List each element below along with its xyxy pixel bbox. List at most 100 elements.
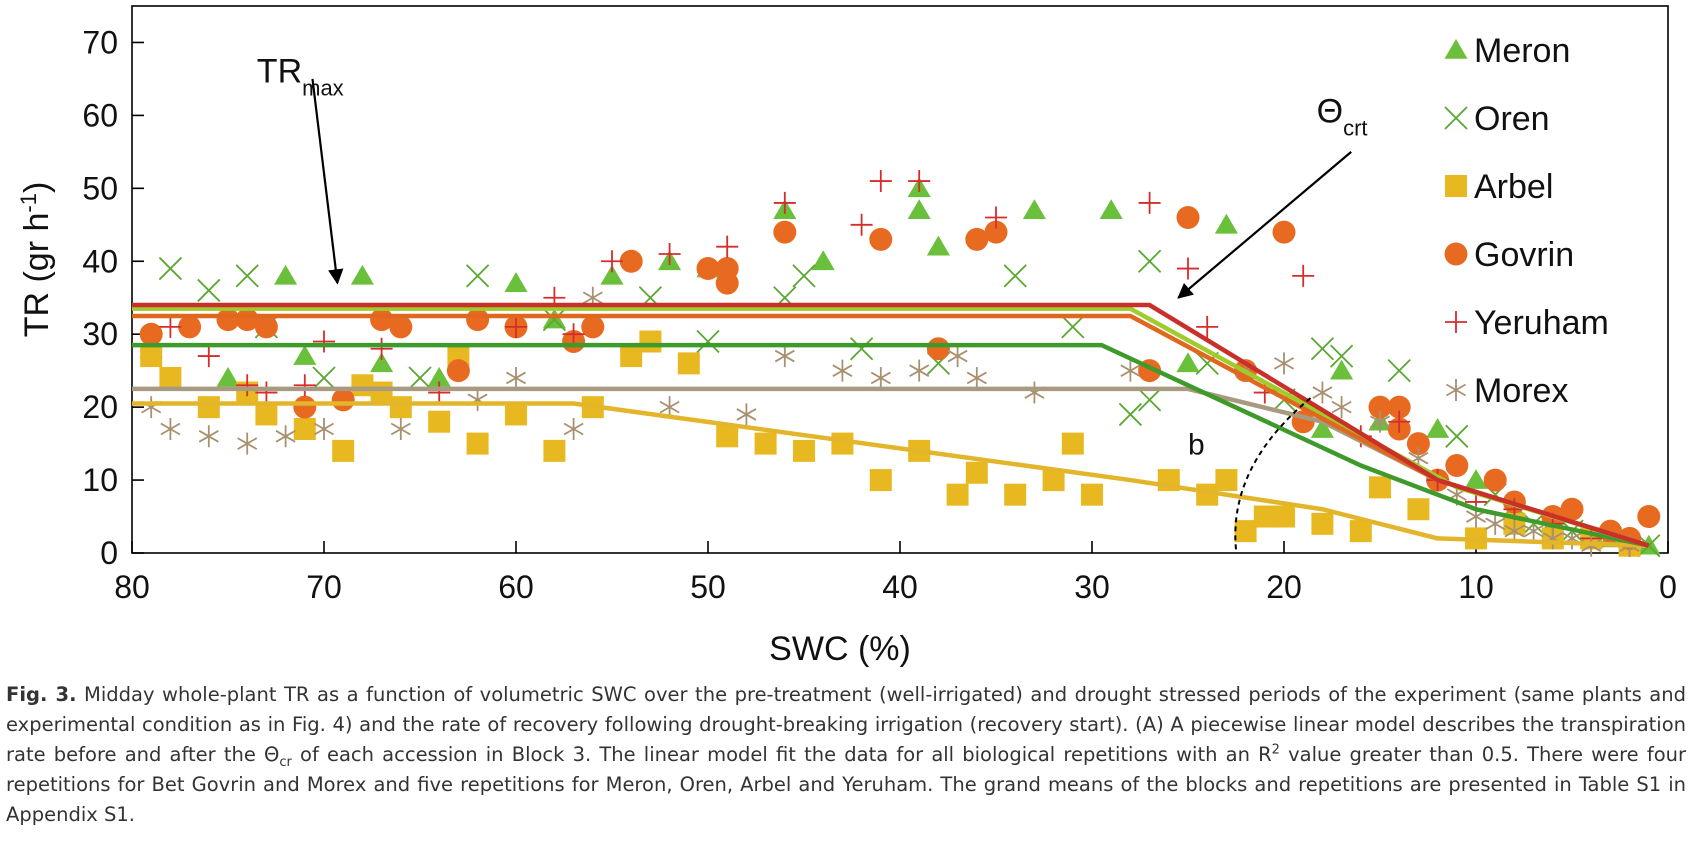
data-point — [1312, 381, 1333, 404]
data-point — [505, 366, 527, 389]
data-point — [715, 271, 739, 295]
scatter-chart: 0 10 20 30 40 50 60 70 80 70 60 50 40 30 20 10 0 SWC (%) T… — [16, 5, 1677, 668]
data-point — [1215, 469, 1238, 492]
data-point — [716, 235, 739, 258]
data-point — [332, 439, 355, 462]
caption-text-3: value greater than 0.5. There were four … — [6, 743, 1686, 826]
data-point — [926, 235, 950, 256]
data-point — [1331, 396, 1352, 419]
y-tick-label: 70 — [82, 24, 118, 60]
data-point — [1120, 359, 1141, 382]
data-point — [1137, 249, 1162, 273]
data-point — [236, 374, 259, 397]
x-tick-label: 40 — [882, 569, 918, 605]
trmax-arrow — [311, 78, 344, 285]
x-tick-label: 20 — [1266, 569, 1302, 605]
legend-marker-govrin — [1444, 242, 1468, 266]
data-point — [1406, 432, 1430, 456]
x-tick-label: 50 — [690, 569, 726, 605]
data-point — [773, 191, 796, 214]
y-axis-label: TR (gr h-1) — [16, 182, 57, 338]
data-point — [1560, 497, 1584, 521]
data-point — [466, 308, 490, 332]
data-point — [543, 439, 566, 462]
data-point — [216, 366, 240, 387]
data-point — [446, 359, 470, 383]
data-point — [274, 264, 298, 285]
data-point — [141, 396, 162, 419]
y-tick-label: 10 — [82, 462, 118, 498]
data-point — [696, 257, 720, 281]
x-axis-label: SWC (%) — [769, 630, 911, 668]
data-point — [505, 403, 527, 426]
data-point — [293, 418, 316, 441]
data-point — [716, 425, 739, 448]
data-point — [1003, 264, 1027, 288]
data-point — [1310, 418, 1334, 438]
legend-label-oren: Oren — [1474, 100, 1550, 138]
data-point — [1234, 520, 1257, 543]
caption-r-sup: 2 — [1271, 742, 1280, 758]
data-point — [1637, 534, 1661, 558]
data-point — [926, 337, 950, 361]
data-point — [255, 403, 278, 426]
data-point — [505, 315, 527, 338]
y-tick-label: 50 — [82, 170, 118, 206]
data-point — [1214, 213, 1238, 234]
data-point — [160, 418, 181, 441]
legend: Meron Oren Arbel Govrin Yeruham Morex — [1444, 32, 1609, 410]
data-point — [235, 264, 259, 288]
data-point — [504, 272, 528, 292]
data-point — [600, 264, 624, 285]
data-point — [832, 359, 853, 382]
data-point — [159, 315, 182, 338]
annotation-theta-sub: crt — [1343, 115, 1367, 140]
data-point — [965, 461, 988, 484]
data-point — [677, 352, 700, 375]
data-point — [965, 227, 989, 251]
data-point — [1137, 388, 1162, 412]
data-point — [293, 374, 316, 397]
data-point — [869, 227, 893, 251]
data-point — [1272, 220, 1296, 244]
y-tick-label: 20 — [82, 389, 118, 425]
x-tick-label: 10 — [1458, 569, 1494, 605]
data-point — [870, 366, 891, 389]
fit-line-oren — [132, 342, 1650, 548]
figure-label: Fig. 3. — [6, 683, 77, 706]
fit-line-arbel — [132, 401, 1649, 548]
data-point — [293, 345, 317, 365]
data-point — [1196, 315, 1219, 338]
data-point — [1099, 199, 1123, 220]
data-point — [1118, 402, 1143, 427]
annotation-theta: Θcrt — [1317, 93, 1368, 140]
data-point — [850, 213, 873, 236]
theta-arrow — [1177, 151, 1352, 299]
data-point — [1523, 520, 1544, 543]
data-point — [1504, 520, 1525, 543]
data-point — [255, 381, 278, 404]
x-tick-label: 70 — [306, 569, 342, 605]
data-point — [946, 483, 969, 506]
data-point — [581, 315, 605, 339]
data-point — [562, 323, 585, 346]
x-tick-label: 30 — [1074, 569, 1110, 605]
data-point — [1081, 483, 1103, 506]
data-point — [985, 206, 1007, 229]
data-point — [639, 330, 662, 353]
data-point — [947, 345, 968, 368]
data-point — [1445, 453, 1469, 477]
data-point — [774, 345, 795, 368]
data-point — [428, 410, 451, 433]
data-point — [1024, 381, 1045, 404]
data-point — [1061, 315, 1085, 339]
data-point — [869, 170, 892, 193]
data-point — [1368, 395, 1392, 419]
data-point — [1022, 199, 1046, 220]
data-point — [331, 388, 355, 412]
data-point — [139, 322, 163, 346]
data-point — [408, 366, 432, 390]
annotation-trmax: TRmax — [257, 53, 344, 101]
data-point — [389, 396, 412, 419]
data-point — [1637, 505, 1661, 529]
